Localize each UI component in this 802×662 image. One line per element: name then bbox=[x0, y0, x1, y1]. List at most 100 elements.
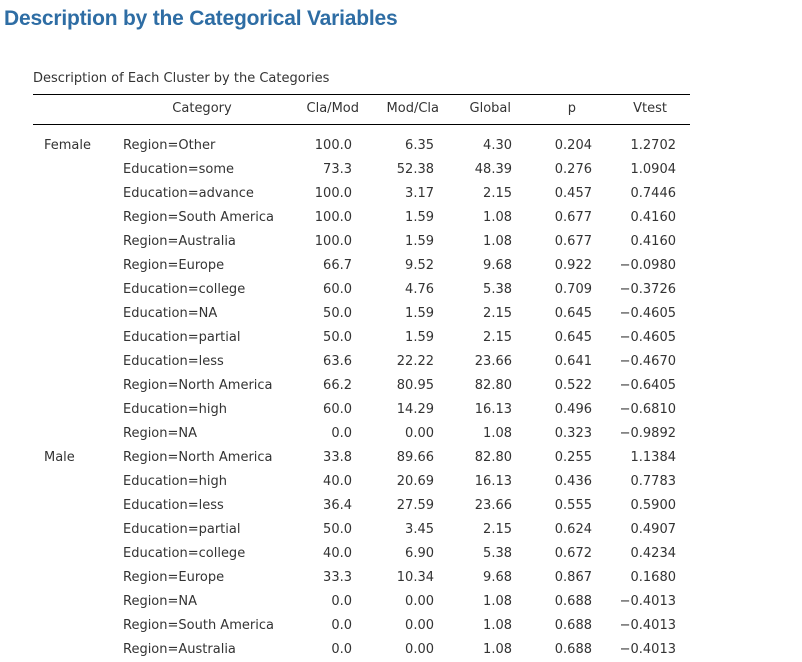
mod-cla-cell: 1.59 bbox=[405, 234, 434, 249]
category-cell: Education=NA bbox=[123, 306, 218, 321]
table-row: Education=partial 50.0 1.59 2.15 0.645 −0.460… bbox=[0, 326, 802, 350]
cla-mod-cell: 100.0 bbox=[314, 210, 352, 225]
global-cell: 9.68 bbox=[483, 570, 512, 585]
table-row: Region=North America 66.2 80.95 82.80 0.522 −… bbox=[0, 374, 802, 398]
table-row: Region=South America 0.0 0.00 1.08 0.688 −0.4… bbox=[0, 614, 802, 638]
category-cell: Education=less bbox=[123, 354, 224, 369]
table-header-rule bbox=[33, 124, 690, 125]
vtest-cell: 0.1680 bbox=[630, 570, 677, 585]
category-cell: Region=Other bbox=[123, 138, 216, 153]
table-caption: Description of Each Cluster by the Categ… bbox=[33, 71, 330, 86]
cla-mod-cell: 50.0 bbox=[323, 522, 352, 537]
vtest-cell: −0.4013 bbox=[619, 594, 676, 609]
p-value-cell: 0.323 bbox=[554, 426, 592, 441]
mod-cla-cell: 89.66 bbox=[396, 450, 434, 465]
category-cell: Education=partial bbox=[123, 330, 241, 345]
vtest-cell: 1.1384 bbox=[630, 450, 677, 465]
column-header-p: p bbox=[567, 101, 576, 116]
p-value-cell: 0.457 bbox=[554, 186, 592, 201]
section-heading: Description by the Categorical Variables bbox=[4, 7, 398, 30]
table-row: Region=Australia 0.0 0.00 1.08 0.688 −0.4013 bbox=[0, 638, 802, 662]
category-cell: Region=Europe bbox=[123, 570, 225, 585]
global-cell: 1.08 bbox=[483, 210, 512, 225]
vtest-cell: −0.0980 bbox=[619, 258, 676, 273]
mod-cla-cell: 27.59 bbox=[396, 498, 434, 513]
cla-mod-cell: 63.6 bbox=[323, 354, 352, 369]
vtest-cell: −0.9892 bbox=[619, 426, 676, 441]
table-row: Education=advance 100.0 3.17 2.15 0.457 0.744… bbox=[0, 182, 802, 206]
global-cell: 1.08 bbox=[483, 594, 512, 609]
category-cell: Education=partial bbox=[123, 522, 241, 537]
p-value-cell: 0.645 bbox=[554, 330, 592, 345]
mod-cla-cell: 52.38 bbox=[396, 162, 434, 177]
global-cell: 23.66 bbox=[474, 354, 512, 369]
global-cell: 48.39 bbox=[474, 162, 512, 177]
category-cell: Education=college bbox=[123, 546, 246, 561]
cla-mod-cell: 40.0 bbox=[323, 474, 352, 489]
mod-cla-cell: 3.45 bbox=[405, 522, 434, 537]
p-value-cell: 0.255 bbox=[554, 450, 592, 465]
table-row: Region=Europe 33.3 10.34 9.68 0.867 0.1680 bbox=[0, 566, 802, 590]
global-cell: 4.30 bbox=[483, 138, 512, 153]
p-value-cell: 0.677 bbox=[554, 210, 592, 225]
cla-mod-cell: 100.0 bbox=[314, 234, 352, 249]
vtest-cell: −0.4605 bbox=[619, 306, 676, 321]
table-row: Region=Europe 66.7 9.52 9.68 0.922 −0.0980 bbox=[0, 254, 802, 278]
table-top-rule bbox=[33, 94, 690, 95]
vtest-cell: −0.4605 bbox=[619, 330, 676, 345]
vtest-cell: 0.5900 bbox=[630, 498, 677, 513]
cla-mod-cell: 66.2 bbox=[323, 378, 352, 393]
p-value-cell: 0.672 bbox=[554, 546, 592, 561]
column-header-cla-mod: Cla/Mod bbox=[306, 101, 359, 116]
table-row: Education=less 63.6 22.22 23.66 0.641 −0.4670 bbox=[0, 350, 802, 374]
vtest-cell: −0.6405 bbox=[619, 378, 676, 393]
global-cell: 1.08 bbox=[483, 618, 512, 633]
vtest-cell: 0.7783 bbox=[630, 474, 677, 489]
p-value-cell: 0.688 bbox=[554, 618, 592, 633]
column-header-category: Category bbox=[172, 101, 232, 116]
category-cell: Region=North America bbox=[123, 378, 273, 393]
global-cell: 2.15 bbox=[483, 522, 512, 537]
mod-cla-cell: 10.34 bbox=[396, 570, 434, 585]
global-cell: 82.80 bbox=[474, 450, 512, 465]
p-value-cell: 0.709 bbox=[554, 282, 592, 297]
table-row: Education=partial 50.0 3.45 2.15 0.624 0.4907 bbox=[0, 518, 802, 542]
global-cell: 5.38 bbox=[483, 546, 512, 561]
p-value-cell: 0.522 bbox=[554, 378, 592, 393]
cla-mod-cell: 0.0 bbox=[331, 594, 352, 609]
table-row: Education=college 60.0 4.76 5.38 0.709 −0.372… bbox=[0, 278, 802, 302]
cla-mod-cell: 60.0 bbox=[323, 402, 352, 417]
table-row: Education=some 73.3 52.38 48.39 0.276 1.0904 bbox=[0, 158, 802, 182]
global-cell: 2.15 bbox=[483, 186, 512, 201]
global-cell: 2.15 bbox=[483, 330, 512, 345]
mod-cla-cell: 0.00 bbox=[405, 618, 434, 633]
vtest-cell: 0.4160 bbox=[630, 210, 677, 225]
category-cell: Region=South America bbox=[123, 618, 274, 633]
table-row: Region=South America 100.0 1.59 1.08 0.677 0.… bbox=[0, 206, 802, 230]
mod-cla-cell: 4.76 bbox=[405, 282, 434, 297]
cla-mod-cell: 100.0 bbox=[314, 186, 352, 201]
p-value-cell: 0.641 bbox=[554, 354, 592, 369]
table-row: Female Region=Other 100.0 6.35 4.30 0.204 1.27… bbox=[0, 134, 802, 158]
table-row: Education=NA 50.0 1.59 2.15 0.645 −0.4605 bbox=[0, 302, 802, 326]
cluster-label: Male bbox=[44, 450, 75, 465]
category-cell: Education=some bbox=[123, 162, 235, 177]
p-value-cell: 0.276 bbox=[554, 162, 592, 177]
mod-cla-cell: 0.00 bbox=[405, 642, 434, 657]
vtest-cell: −0.4670 bbox=[619, 354, 676, 369]
cla-mod-cell: 33.3 bbox=[323, 570, 352, 585]
mod-cla-cell: 6.35 bbox=[405, 138, 434, 153]
cla-mod-cell: 36.4 bbox=[323, 498, 352, 513]
cla-mod-cell: 60.0 bbox=[323, 282, 352, 297]
cla-mod-cell: 50.0 bbox=[323, 330, 352, 345]
p-value-cell: 0.555 bbox=[554, 498, 592, 513]
vtest-cell: −0.3726 bbox=[619, 282, 676, 297]
p-value-cell: 0.624 bbox=[554, 522, 592, 537]
p-value-cell: 0.204 bbox=[554, 138, 592, 153]
mod-cla-cell: 14.29 bbox=[396, 402, 434, 417]
category-cell: Region=NA bbox=[123, 594, 198, 609]
vtest-cell: 1.0904 bbox=[630, 162, 677, 177]
category-cell: Region=Australia bbox=[123, 234, 236, 249]
global-cell: 1.08 bbox=[483, 642, 512, 657]
global-cell: 1.08 bbox=[483, 234, 512, 249]
